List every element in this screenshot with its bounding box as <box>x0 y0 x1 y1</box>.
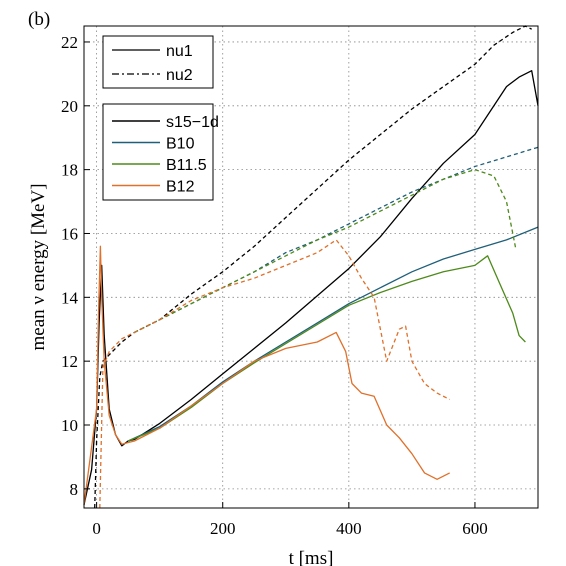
legend-model-label: B12 <box>166 179 195 196</box>
series-line-b11-5-nu2 <box>134 168 517 333</box>
series-line-b10-nu2 <box>134 146 539 333</box>
legend-model-label: B11.5 <box>166 157 207 174</box>
y-tick-label: 18 <box>61 161 78 180</box>
y-tick-label: 14 <box>61 288 79 307</box>
y-tick-label: 8 <box>70 480 79 499</box>
legend-model-label: B10 <box>166 136 195 153</box>
x-axis-label: t [ms] <box>289 548 334 566</box>
x-tick-label: 600 <box>462 519 488 538</box>
x-tick-label: 0 <box>92 519 101 538</box>
series-line-b12-nu1 <box>83 245 450 505</box>
axis-ticks: 0 200 400 600 8 10 12 14 16 18 20 22 <box>61 33 488 538</box>
panel-label: (b) <box>28 9 50 30</box>
y-tick-label: 12 <box>61 352 78 371</box>
y-tick-label: 16 <box>61 224 78 243</box>
legend-styles-frame <box>102 35 214 89</box>
legend-style-label: nu1 <box>166 43 193 60</box>
x-tick-label: 400 <box>336 519 362 538</box>
legend-style-label: nu2 <box>166 67 193 84</box>
y-tick-label: 22 <box>61 33 78 52</box>
series-line-s15-1d-nu1 <box>83 70 539 505</box>
series-lines <box>83 25 539 509</box>
x-tick-label: 200 <box>210 519 236 538</box>
series-line-s15-1d-nu2 <box>94 25 532 509</box>
plot-frame <box>83 25 539 509</box>
series-line-b12-nu2 <box>99 239 450 509</box>
series-line-b11-5-nu1 <box>127 255 526 442</box>
y-axis-label: mean ν energy [MeV] <box>28 183 49 350</box>
legend-models-frame <box>102 103 214 201</box>
y-tick-label: 20 <box>61 97 78 116</box>
legend-model-label: s15−1d <box>166 114 219 131</box>
grid-lines <box>84 26 538 508</box>
legend-models: s15−1d B10 B11.5 B12 <box>102 103 219 201</box>
y-tick-label: 10 <box>61 416 78 435</box>
